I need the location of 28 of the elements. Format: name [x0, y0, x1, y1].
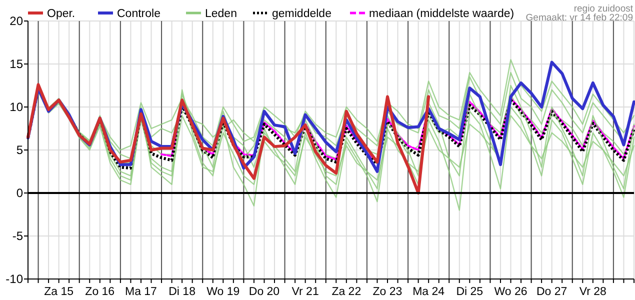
x-tick-label: Di 18 — [168, 286, 196, 298]
y-tick-label: 0 — [16, 186, 24, 200]
x-tick-label: Za 22 — [332, 286, 362, 298]
y-tick-label: 15 — [10, 57, 24, 72]
legend-label: Oper. — [47, 8, 76, 20]
x-tick-label: Za 15 — [44, 286, 74, 298]
x-tick-label: Ma 17 — [125, 286, 157, 298]
x-tick-label: Zo 23 — [372, 286, 402, 298]
annotation: Gemaakt: vr 14 feb 22:09 — [526, 12, 633, 24]
x-tick-label: Do 27 — [536, 286, 568, 298]
text: regio zuidoost — [574, 3, 634, 14]
y-tick-label: 20 — [10, 14, 24, 28]
y-tick-label: -5 — [12, 229, 24, 244]
legend-label: Leden — [205, 8, 237, 20]
y-tick-label: 5 — [16, 143, 24, 158]
x-tick-label: Do 20 — [248, 286, 280, 298]
x-tick-label: Vr 21 — [292, 286, 319, 298]
legend-label: Controle — [117, 8, 160, 20]
x-tick-label: Wo 19 — [206, 286, 240, 298]
legend-label: mediaan (middelste waarde) — [369, 8, 514, 20]
x-tick-label: Ma 24 — [412, 286, 446, 298]
x-tick-label: Zo 16 — [85, 286, 115, 298]
x-tick-label: Wo 26 — [494, 286, 528, 298]
y-tick-label: 10 — [10, 100, 24, 114]
y-tick-label: -10 — [6, 272, 24, 286]
x-tick-label: Di 25 — [456, 286, 484, 298]
legend-label: gemiddelde — [272, 8, 332, 20]
x-tick-label: Vr 28 — [579, 286, 606, 298]
